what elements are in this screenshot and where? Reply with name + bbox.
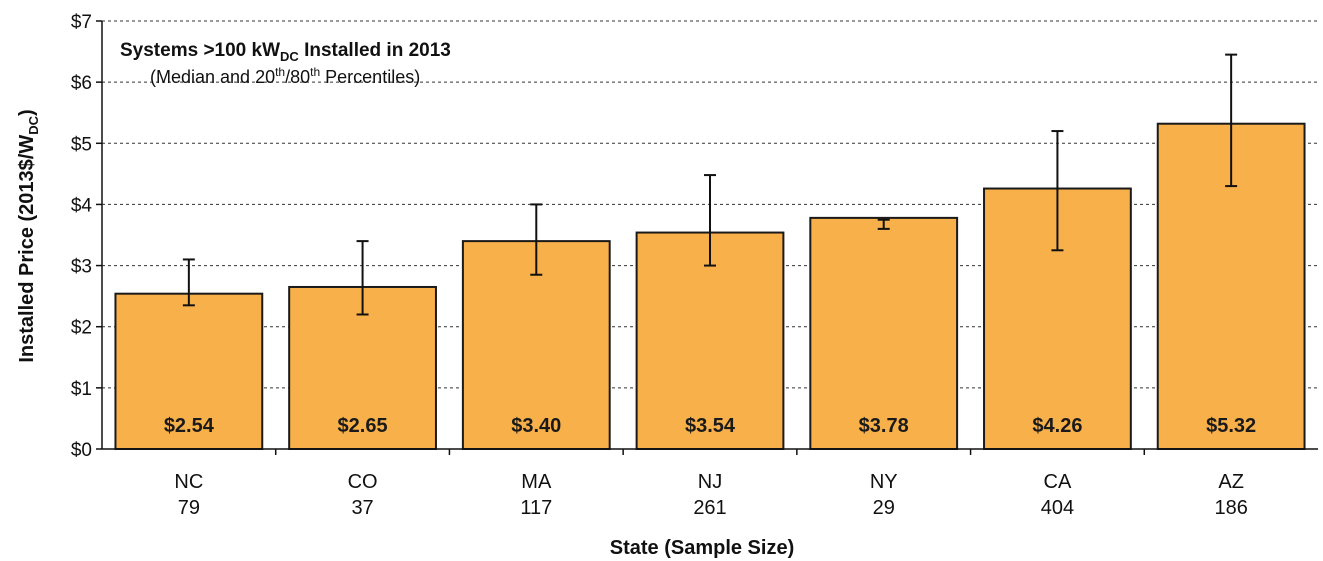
x-tick-label-category: AZ [1218, 471, 1244, 493]
chart-subtitle-part-a: (Median and 20 [150, 67, 275, 87]
bar-NC [114, 292, 264, 450]
x-tick-label-sample-size: 186 [1214, 497, 1247, 519]
x-tick-label-sample-size: 261 [693, 497, 726, 519]
x-tick-label-sample-size: 79 [178, 497, 200, 519]
bar-NY [809, 216, 959, 450]
y-tick-label: $3 [71, 257, 92, 278]
x-tick-label-sample-size: 37 [351, 497, 373, 519]
y-tick-label: $4 [71, 195, 93, 216]
chart-subtitle-sup-1: th [275, 65, 285, 79]
data-label: $3.54 [685, 415, 736, 437]
x-tick-label-category: NY [870, 471, 898, 493]
chart-title-suffix: Installed in 2013 [299, 40, 451, 61]
data-label: $3.78 [859, 415, 909, 437]
bar-NJ [635, 231, 785, 450]
chart-title-prefix: Systems >100 kW [120, 40, 280, 61]
y-axis-label-prefix: Installed Price (2013$/W [16, 135, 38, 363]
bar-MA [461, 240, 611, 450]
chart-subtitle: (Median and 20th/80th Percentiles) [150, 65, 420, 87]
chart-title: Systems >100 kWDC Installed in 2013 [120, 40, 451, 64]
x-tick-label-sample-size: 117 [520, 497, 552, 519]
y-tick-label: $1 [71, 379, 92, 400]
x-tick-label-category: CA [1044, 471, 1072, 493]
y-axis-label-subscript: DC [26, 115, 41, 134]
x-axis-label: State (Sample Size) [610, 537, 795, 559]
y-tick-label: $2 [71, 318, 92, 339]
y-tick-label: $0 [71, 440, 92, 461]
data-label: $5.32 [1206, 415, 1256, 437]
x-tick-label-sample-size: 404 [1041, 497, 1074, 519]
y-axis-label: Installed Price (2013$/WDC) [16, 109, 41, 362]
y-tick-label: $5 [71, 134, 92, 155]
chart-title-subscript: DC [280, 49, 299, 64]
chart-subtitle-part-b: /80 [285, 67, 310, 87]
chart-subtitle-sup-2: th [310, 65, 320, 79]
x-tick-label-category: NC [174, 471, 203, 493]
y-tick-label: $7 [71, 12, 92, 33]
axes: $0 $1 $2 $3 $4 $5 $6 $7 NC 79 CO 37 MA 117 NJ 261 NY 29 CA… [71, 12, 1318, 519]
x-tick-label-category: MA [521, 471, 552, 493]
data-label: $2.54 [164, 415, 215, 437]
x-tick-label-category: CO [348, 471, 378, 493]
y-tick-label: $6 [71, 73, 92, 94]
x-tick-label-sample-size: 29 [873, 497, 895, 519]
data-label: $3.40 [511, 415, 561, 437]
y-axis-label-suffix: ) [16, 109, 38, 116]
data-label: $2.65 [338, 415, 388, 437]
chart-subtitle-part-c: Percentiles) [320, 67, 420, 87]
bars: $2.54 $2.65 $3.40 $3.54 $3.78 $4.26 $5.32 [114, 53, 1306, 450]
x-tick-label-category: NJ [698, 471, 722, 493]
data-label: $4.26 [1032, 415, 1082, 437]
